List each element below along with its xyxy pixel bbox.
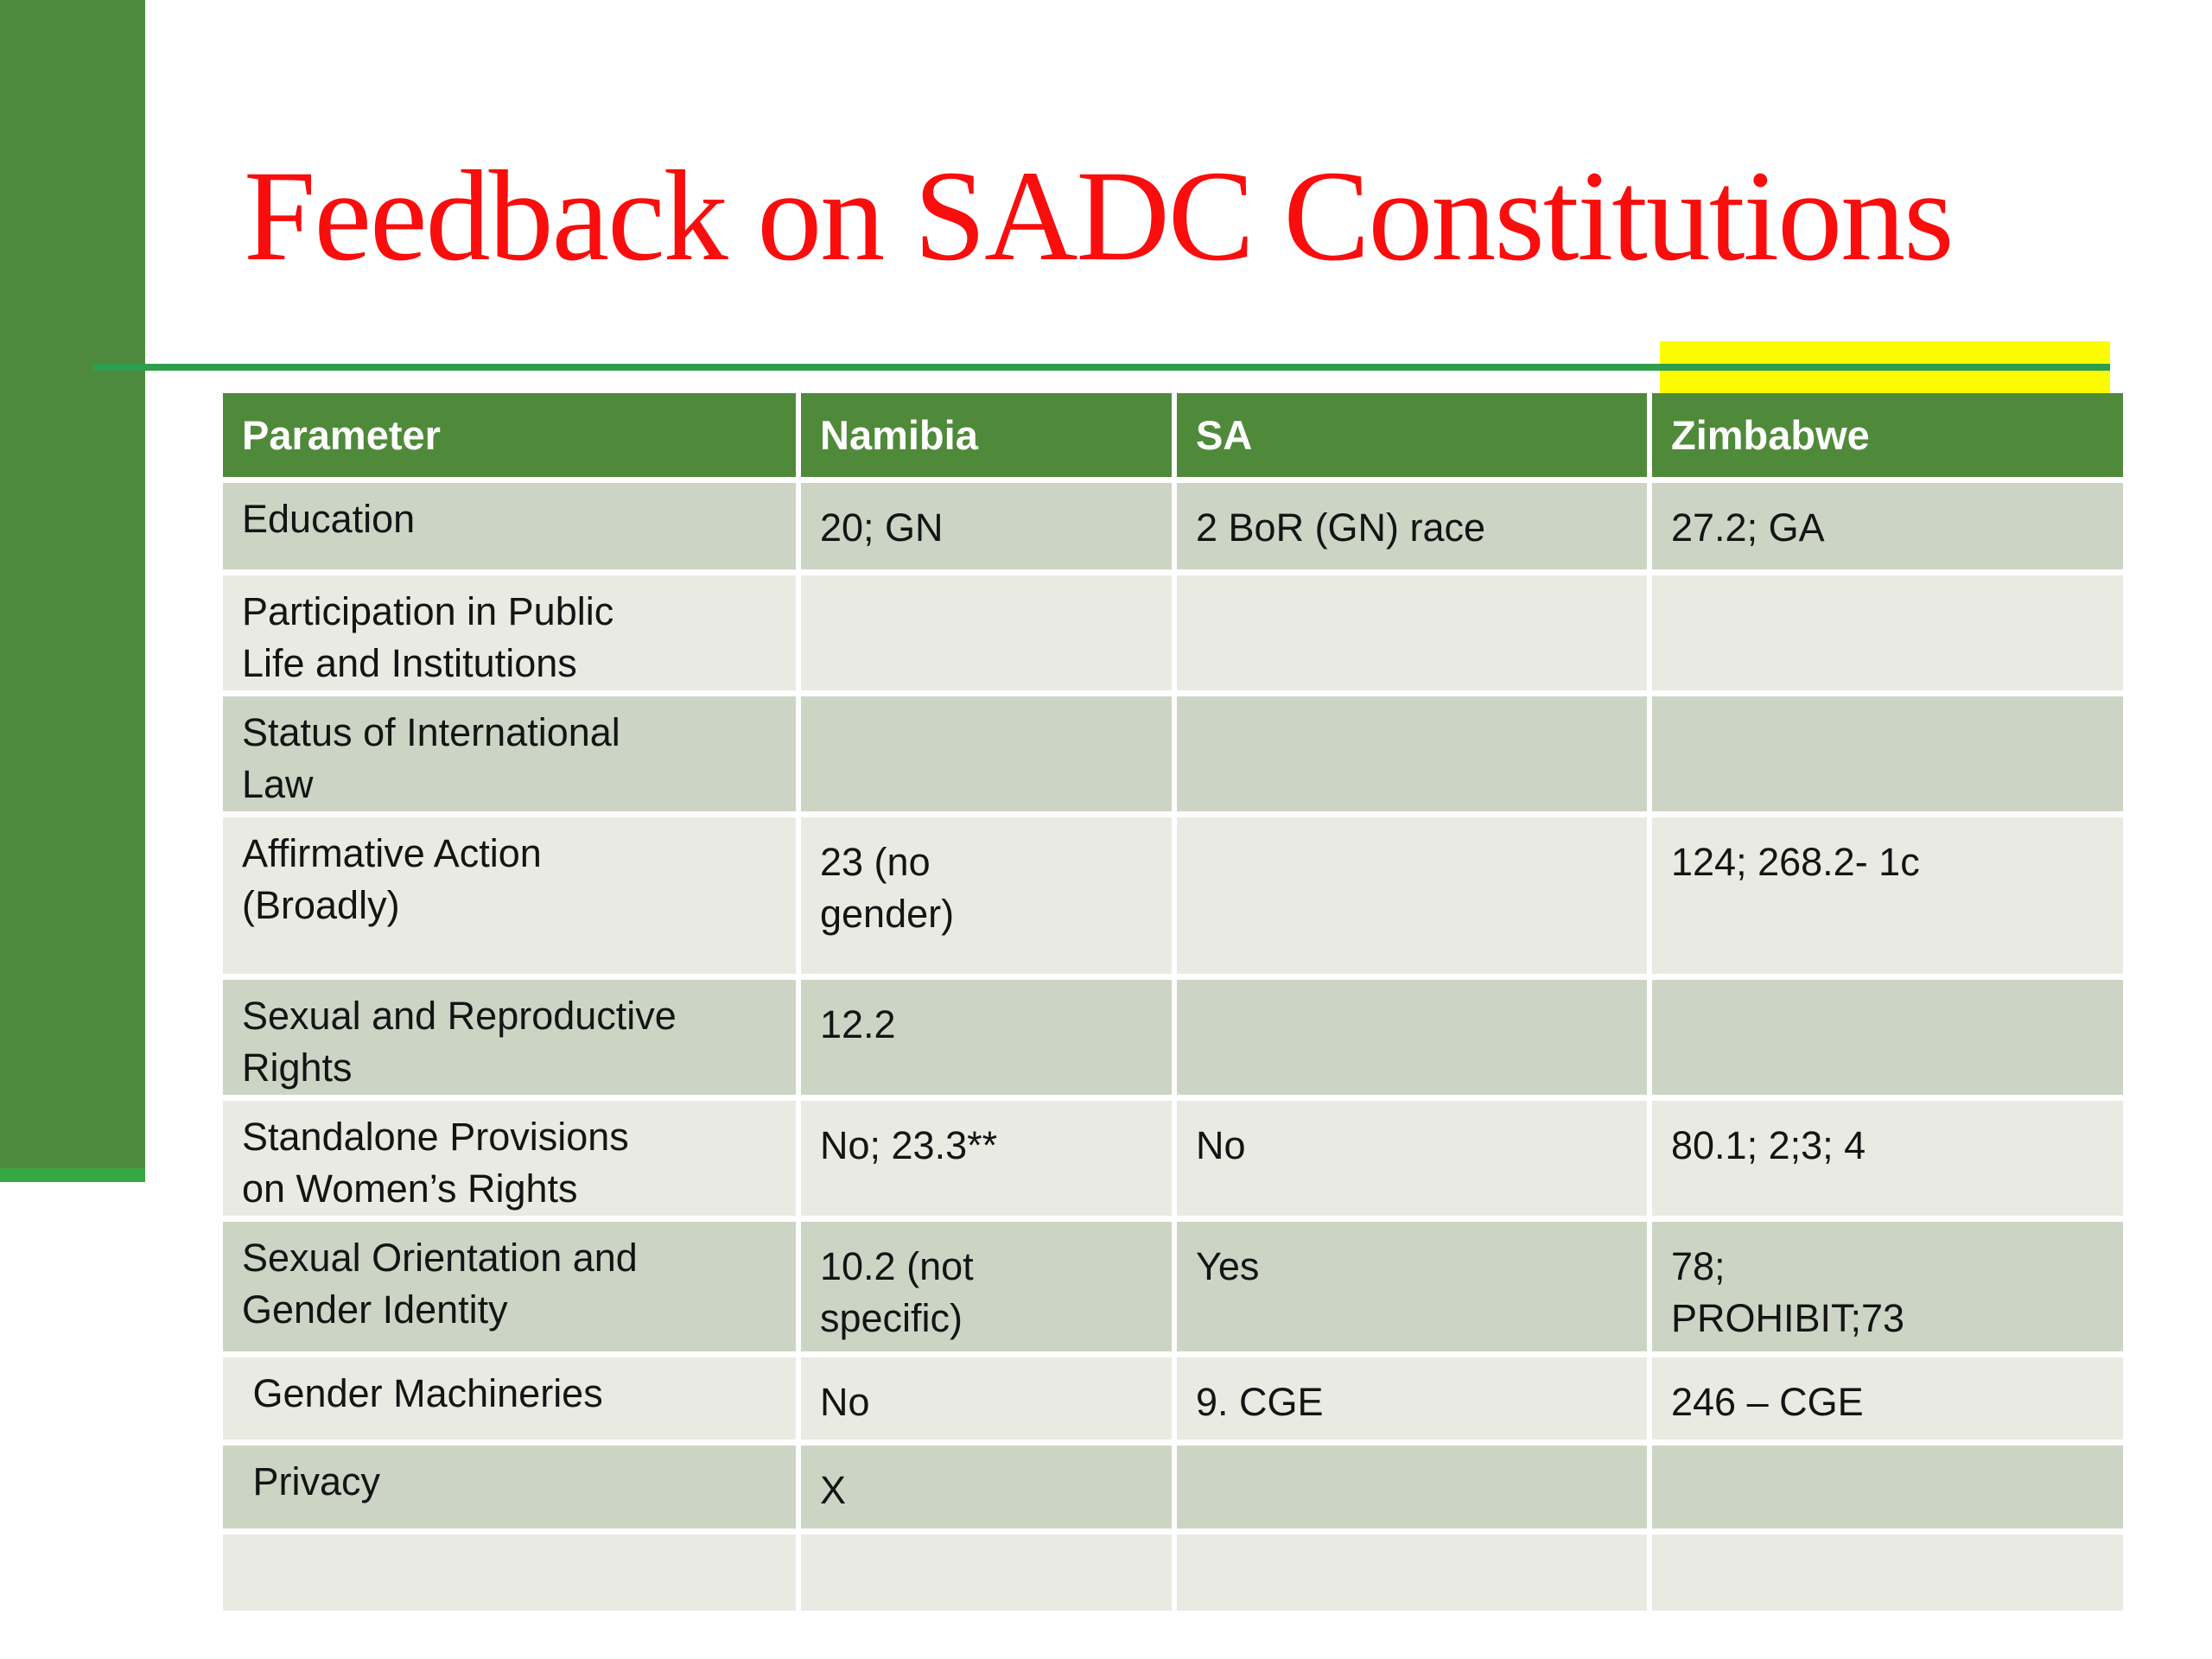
row-zimbabwe-cell: 124; 268.2- 1c xyxy=(1652,817,2123,974)
row-parameter-cell: Sexual Orientation and Gender Identity xyxy=(223,1222,796,1351)
row-parameter-cell xyxy=(223,1535,796,1611)
left-accent-bar-bottom-strip xyxy=(0,1168,145,1182)
row-parameter-cell: Gender Machineries xyxy=(223,1357,796,1440)
row-zimbabwe-cell: 78; PROHIBIT;73 xyxy=(1652,1222,2123,1351)
row-namibia-cell: No; 23.3** xyxy=(801,1101,1172,1216)
row-namibia-cell: 10.2 (not specific) xyxy=(801,1222,1172,1351)
row-parameter-cell: Participation in Public Life and Institu… xyxy=(223,575,796,690)
row-sa-cell xyxy=(1177,696,1647,811)
row-namibia-cell: 20; GN xyxy=(801,483,1172,569)
row-parameter-cell: Affirmative Action (Broadly) xyxy=(223,817,796,974)
row-sa-cell xyxy=(1177,575,1647,690)
row-sa-cell xyxy=(1177,817,1647,974)
column-header-parameter: Parameter xyxy=(223,393,796,477)
column-header-sa: SA xyxy=(1177,393,1647,477)
row-namibia-cell: No xyxy=(801,1357,1172,1440)
row-parameter-cell: Sexual and Reproductive Rights xyxy=(223,980,796,1095)
row-namibia-cell xyxy=(801,575,1172,690)
row-namibia-cell: 23 (no gender) xyxy=(801,817,1172,974)
row-zimbabwe-cell xyxy=(1652,1535,2123,1611)
row-zimbabwe-cell: 246 – CGE xyxy=(1652,1357,2123,1440)
sadc-constitutions-table: Parameter Namibia SA Zimbabwe Education … xyxy=(223,393,2123,1611)
row-namibia-cell xyxy=(801,696,1172,811)
row-sa-cell xyxy=(1177,1535,1647,1611)
row-namibia-cell xyxy=(801,1535,1172,1611)
left-accent-bar xyxy=(0,0,145,1182)
row-parameter-cell: Standalone Provisions on Women’s Rights xyxy=(223,1101,796,1216)
row-parameter-cell: Status of International Law xyxy=(223,696,796,811)
row-sa-cell: No xyxy=(1177,1101,1647,1216)
column-header-zimbabwe: Zimbabwe xyxy=(1652,393,2123,477)
row-sa-cell xyxy=(1177,980,1647,1095)
row-namibia-cell: 12.2 xyxy=(801,980,1172,1095)
row-sa-cell xyxy=(1177,1446,1647,1529)
row-sa-cell: 9. CGE xyxy=(1177,1357,1647,1440)
row-zimbabwe-cell: 80.1; 2;3; 4 xyxy=(1652,1101,2123,1216)
column-header-namibia: Namibia xyxy=(801,393,1172,477)
row-sa-cell: 2 BoR (GN) race xyxy=(1177,483,1647,569)
row-namibia-cell: X xyxy=(801,1446,1172,1529)
row-parameter-cell: Privacy xyxy=(223,1446,796,1529)
row-zimbabwe-cell xyxy=(1652,575,2123,690)
slide-title: Feedback on SADC Constitutions xyxy=(244,144,1955,288)
title-divider-line xyxy=(93,364,2110,371)
row-zimbabwe-cell xyxy=(1652,1446,2123,1529)
row-sa-cell: Yes xyxy=(1177,1222,1647,1351)
row-zimbabwe-cell: 27.2; GA xyxy=(1652,483,2123,569)
row-zimbabwe-cell xyxy=(1652,696,2123,811)
row-parameter-cell: Education xyxy=(223,483,796,569)
row-zimbabwe-cell xyxy=(1652,980,2123,1095)
